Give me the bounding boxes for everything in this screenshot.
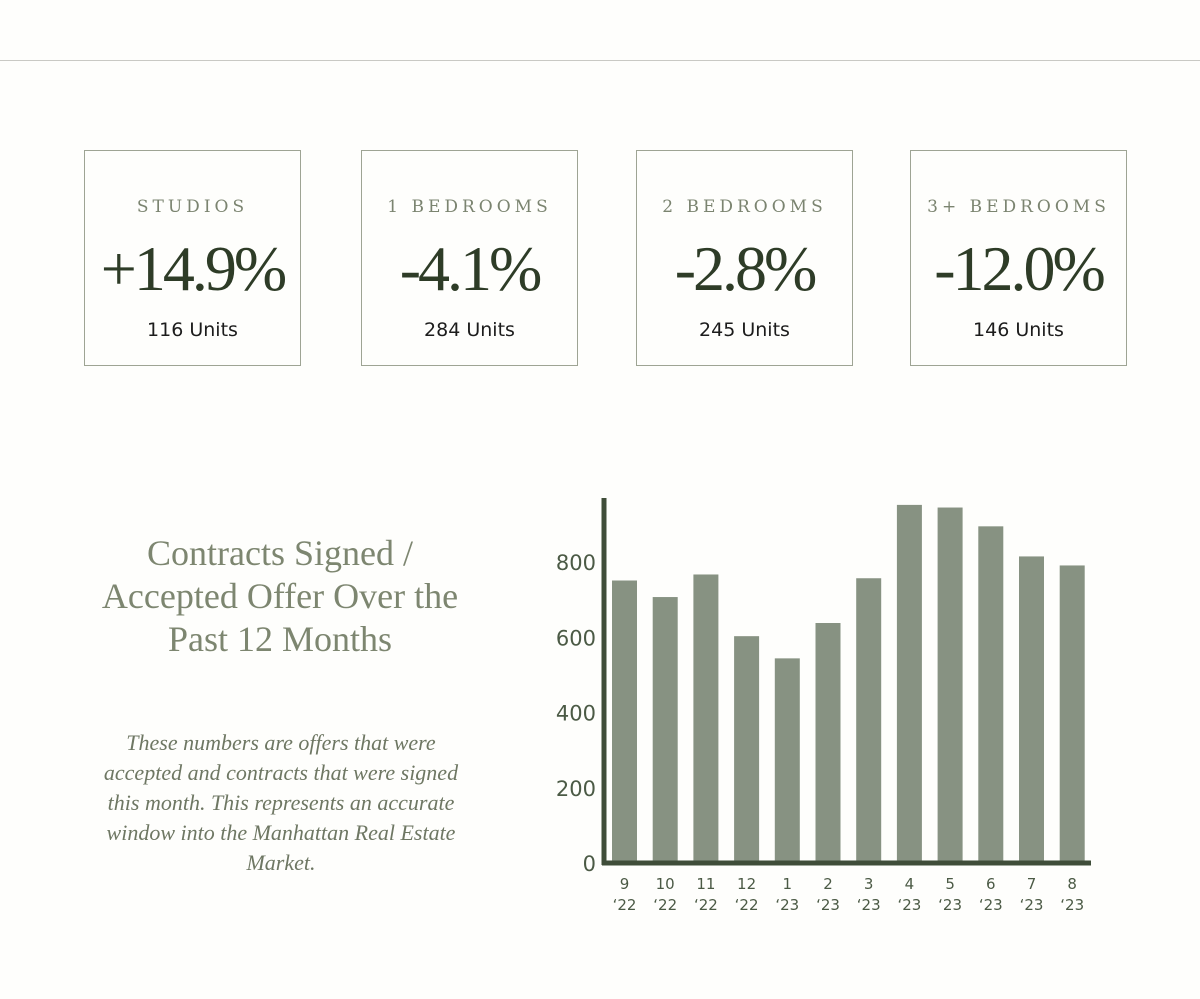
bar-4 bbox=[774, 658, 800, 863]
y-tick-label-0: 0 bbox=[583, 852, 596, 876]
chart-section-description: These numbers are offers that were accep… bbox=[103, 730, 459, 875]
chart-section-title: Contracts Signed / Accepted Offer Over t… bbox=[101, 533, 459, 659]
bar-1 bbox=[652, 597, 678, 863]
x-tick-label-0: 9 ‘22 bbox=[613, 875, 637, 914]
bar-3 bbox=[734, 636, 760, 863]
stat-units: 284 Units bbox=[424, 319, 515, 341]
stat-label: 3+ BEDROOMS bbox=[927, 197, 1110, 217]
bar-5 bbox=[815, 623, 841, 863]
stat-value: +14.9% bbox=[100, 233, 287, 304]
y-tick-label-1: 200 bbox=[556, 777, 596, 801]
stat-units: 245 Units bbox=[699, 319, 790, 341]
x-tick-label-4: 1 ‘23 bbox=[775, 875, 799, 914]
bar-9 bbox=[978, 526, 1004, 863]
stat-label: STUDIOS bbox=[136, 197, 249, 217]
stat-card-2-bedrooms: 2 BEDROOMS -2.8% 245 Units bbox=[636, 150, 853, 366]
x-tick-label-10: 7 ‘23 bbox=[1020, 875, 1044, 914]
stat-value: -12.0% bbox=[934, 233, 1106, 304]
bar-7 bbox=[896, 504, 922, 863]
bar-6 bbox=[856, 578, 882, 863]
x-tick-label-2: 11 ‘22 bbox=[694, 875, 718, 914]
bar-8 bbox=[937, 507, 963, 863]
stat-card-studios: STUDIOS +14.9% 116 Units bbox=[84, 150, 301, 366]
x-tick-label-11: 8 ‘23 bbox=[1060, 875, 1084, 914]
stat-card-3-plus-bedrooms: 3+ BEDROOMS -12.0% 146 Units bbox=[910, 150, 1127, 366]
x-tick-label-9: 6 ‘23 bbox=[979, 875, 1003, 914]
stat-value: -4.1% bbox=[399, 233, 543, 304]
x-tick-label-8: 5 ‘23 bbox=[938, 875, 962, 914]
x-tick-label-6: 3 ‘23 bbox=[857, 875, 881, 914]
y-tick-label-2: 400 bbox=[556, 702, 596, 726]
contracts-bar-chart: 0 200 400 600 800 9 ‘22 10 ‘22 11 ‘22 12 ‘22 1 ‘23 2 ‘2… bbox=[556, 498, 1091, 914]
bar-10 bbox=[1019, 556, 1044, 863]
stat-units: 116 Units bbox=[147, 319, 238, 341]
bar-2 bbox=[693, 574, 719, 863]
x-tick-label-1: 10 ‘22 bbox=[653, 875, 677, 914]
bar-0 bbox=[612, 580, 637, 863]
y-tick-label-3: 600 bbox=[556, 626, 596, 650]
stat-value: -2.8% bbox=[674, 233, 818, 304]
top-divider bbox=[0, 60, 1200, 61]
y-tick-label-4: 800 bbox=[556, 551, 596, 575]
stat-units: 146 Units bbox=[973, 319, 1064, 341]
stat-label: 1 BEDROOMS bbox=[387, 197, 552, 217]
stat-card-1-bedrooms: 1 BEDROOMS -4.1% 284 Units bbox=[361, 150, 578, 366]
x-tick-label-3: 12 ‘22 bbox=[735, 875, 759, 914]
bar-11 bbox=[1059, 565, 1085, 863]
x-tick-label-7: 4 ‘23 bbox=[897, 875, 921, 914]
stat-label: 2 BEDROOMS bbox=[662, 197, 827, 217]
x-tick-label-5: 2 ‘23 bbox=[816, 875, 840, 914]
